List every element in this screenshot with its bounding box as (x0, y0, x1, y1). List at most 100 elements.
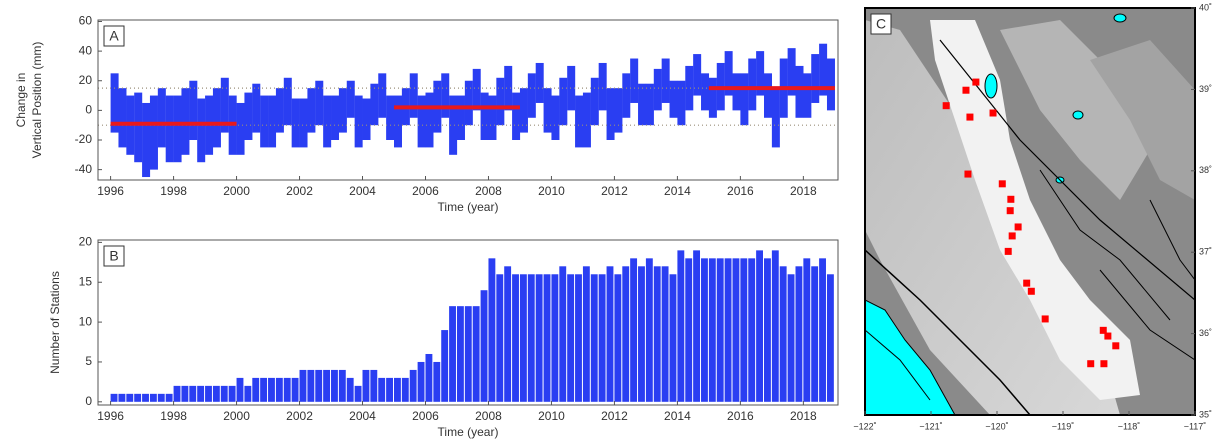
station (1104, 333, 1111, 340)
bar (315, 370, 322, 402)
bar (701, 258, 708, 401)
scatter-band (481, 93, 489, 140)
scatter-band (347, 81, 355, 118)
bar (252, 378, 259, 402)
scatter-band (748, 59, 756, 111)
x-tick-label: 2008 (475, 409, 502, 423)
scatter-band (638, 84, 646, 125)
bar (803, 258, 810, 401)
bar (795, 266, 802, 402)
scatter-band (496, 78, 504, 125)
bar (213, 386, 220, 402)
bar (221, 386, 228, 402)
x-tick-label: 1996 (97, 184, 124, 198)
scatter-band (520, 88, 528, 132)
bar (575, 274, 582, 402)
bar (386, 378, 393, 402)
bar (788, 274, 795, 402)
y-tick-label: 38˚ (1199, 165, 1212, 175)
bar (827, 274, 834, 402)
panel-label: A (109, 28, 119, 44)
bar (134, 394, 141, 402)
bar (544, 274, 551, 402)
scatter-band (300, 99, 308, 148)
x-tick-label: 2016 (727, 409, 754, 423)
bar (473, 306, 480, 402)
scatter-band (473, 69, 481, 110)
scatter-band (315, 81, 323, 125)
scatter-band (166, 96, 174, 163)
bar (363, 370, 370, 402)
x-tick-label: 1998 (160, 184, 187, 198)
scatter-band (488, 96, 496, 140)
bar (410, 370, 417, 402)
bar (244, 386, 251, 402)
bar (457, 306, 464, 402)
station (943, 102, 950, 109)
bar (646, 258, 653, 401)
bar (677, 250, 684, 401)
scatter-band (512, 93, 520, 140)
scatter-band (237, 103, 245, 155)
bar (607, 266, 614, 402)
scatter-band (189, 81, 197, 140)
bar (536, 274, 543, 402)
scatter-band (323, 96, 331, 148)
x-tick-label: 2006 (412, 409, 439, 423)
bar (370, 370, 377, 402)
bar (709, 258, 716, 401)
station (972, 79, 979, 86)
bar (662, 266, 669, 402)
bar (189, 386, 196, 402)
scatter-band (803, 73, 811, 117)
x-tick-label: 2004 (349, 184, 376, 198)
bar (441, 330, 448, 402)
panel-label: C (876, 16, 886, 32)
scatter-band (425, 93, 433, 148)
bar (614, 274, 621, 402)
scatter-band (307, 88, 315, 132)
scatter-band (646, 84, 654, 125)
bar (520, 274, 527, 402)
y-tick-label: 40˚ (1199, 2, 1212, 12)
bar (591, 274, 598, 402)
scatter-band (197, 99, 205, 163)
x-tick-label: 2016 (727, 184, 754, 198)
station (1015, 223, 1022, 230)
bar (181, 386, 188, 402)
map-terrain (865, 8, 1195, 415)
station (990, 110, 997, 117)
scatter-band (457, 96, 465, 140)
scatter-band (662, 59, 670, 103)
bar (685, 258, 692, 401)
y-tick-label: 36˚ (1199, 328, 1212, 338)
scatter-band (583, 93, 591, 148)
y-tick-label: 20 (79, 235, 93, 249)
scatter-band (536, 63, 544, 103)
bar (260, 378, 267, 402)
x-tick-label: 2010 (538, 184, 565, 198)
bar (780, 266, 787, 402)
y-tick-label: 40 (79, 43, 93, 57)
scatter-band (504, 66, 512, 110)
scatter-band (276, 88, 284, 132)
scatter-band (559, 78, 567, 125)
y-axis-label: Vertical Position (mm) (30, 42, 44, 159)
scatter-band (772, 88, 780, 147)
x-tick-label: 2000 (223, 409, 250, 423)
station (962, 87, 969, 94)
x-tick-label: 2004 (349, 409, 376, 423)
scatter-band (607, 88, 615, 140)
scatter-band (693, 54, 701, 95)
scatter-band (622, 73, 630, 117)
station (1042, 315, 1049, 322)
station (964, 171, 971, 178)
bar (268, 378, 275, 402)
station (1087, 360, 1094, 367)
bar (740, 258, 747, 401)
bar (118, 394, 125, 402)
x-tick-label: −117˚ (1184, 421, 1207, 431)
scatter-band (599, 63, 607, 110)
y-tick-label: -40 (75, 162, 93, 176)
scatter-band (363, 99, 371, 140)
